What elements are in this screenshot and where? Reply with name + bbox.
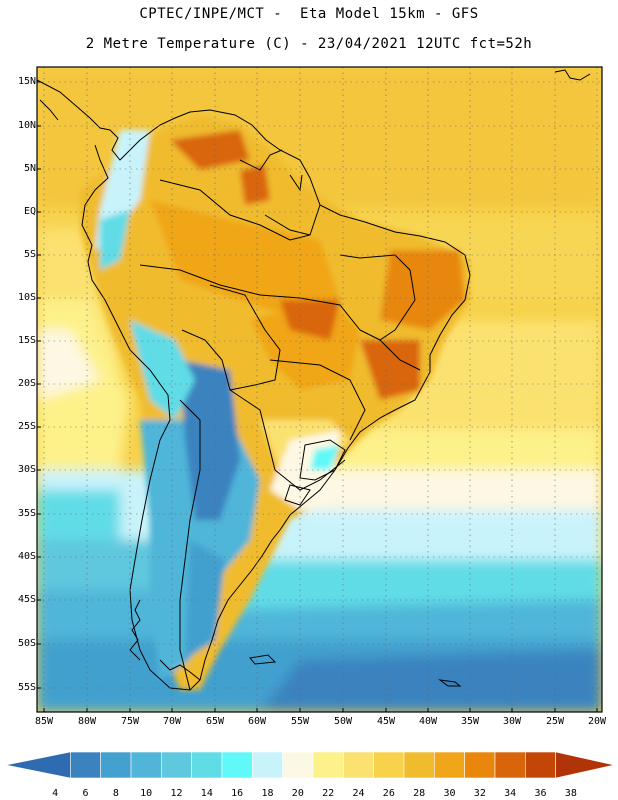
lon-label: 85W [34,716,54,727]
lat-label: 30S [17,464,36,475]
lon-label: 60W [247,716,267,727]
lon-label: 55W [290,716,310,727]
colorbar-label: 18 [261,788,274,799]
colorbar-swatch [434,751,465,779]
colorbar-swatch [555,751,615,779]
colorbar-label: 36 [534,788,547,799]
lon-label: 50W [333,716,353,727]
lon-label: 75W [120,716,140,727]
colorbar-swatch [464,751,496,779]
colorbar-label: 32 [473,788,486,799]
lat-label: 10S [17,292,36,303]
colorbar-label: 10 [140,788,153,799]
colorbar-swatch [525,751,556,779]
lon-label: 35W [460,716,480,727]
lat-label: 55S [17,682,36,693]
colorbar-label: 16 [231,788,244,799]
colorbar-label: 34 [504,788,517,799]
colorbar-swatch [312,751,344,779]
temperature-field [37,67,602,712]
colorbar-swatch [191,751,223,779]
colorbar-label: 14 [200,788,213,799]
lat-label: 20S [17,378,36,389]
colorbar [5,751,615,779]
map-title-line1: CPTEC/INPE/MCT - Eta Model 15km - GFS [139,6,479,22]
colorbar-label: 4 [52,788,59,799]
colorbar-label: 38 [564,788,577,799]
lat-label: EQ [23,206,36,217]
lon-label: 45W [376,716,396,727]
lon-label: 30W [502,716,522,727]
lon-label: 25W [545,716,565,727]
lat-label: 10N [17,120,36,131]
colorbar-label: 12 [170,788,183,799]
map-frame [36,66,603,713]
lat-lon-grid [37,67,602,712]
colorbar-label: 24 [352,788,365,799]
colorbar-swatch [373,751,405,779]
colorbar-swatch [161,751,192,779]
colorbar-label: 30 [443,788,456,799]
lat-label: 35S [17,508,36,519]
lon-label: 80W [77,716,97,727]
colorbar-swatch [70,751,101,779]
colorbar-label: 28 [413,788,426,799]
colorbar-label: 22 [322,788,335,799]
lon-label: 65W [205,716,225,727]
lat-label: 5S [23,249,36,260]
lat-label: 15N [17,76,36,87]
lat-label: 50S [17,638,36,649]
lat-label: 15S [17,335,36,346]
colorbar-swatch [5,751,71,779]
colorbar-label: 6 [82,788,89,799]
colorbar-swatch [343,751,374,779]
colorbar-label: 8 [112,788,119,799]
colorbar-swatch [282,751,314,779]
lat-label: 5N [23,163,36,174]
lat-label: 40S [17,551,36,562]
colorbar-swatch [252,751,283,779]
colorbar-label: 26 [382,788,395,799]
colorbar-swatch [221,751,253,779]
lon-label: 20W [587,716,607,727]
colorbar-swatch [403,751,435,779]
colorbar-swatch [130,751,162,779]
map-title-line2: 2 Metre Temperature (C) - 23/04/2021 12U… [85,36,533,52]
colorbar-swatch [494,751,526,779]
lon-label: 70W [162,716,182,727]
axis-ticks [37,81,598,712]
lat-label: 25S [17,421,36,432]
colorbar-label: 20 [291,788,304,799]
lat-label: 45S [17,594,36,605]
colorbar-swatch [100,751,132,779]
lon-label: 40W [418,716,438,727]
